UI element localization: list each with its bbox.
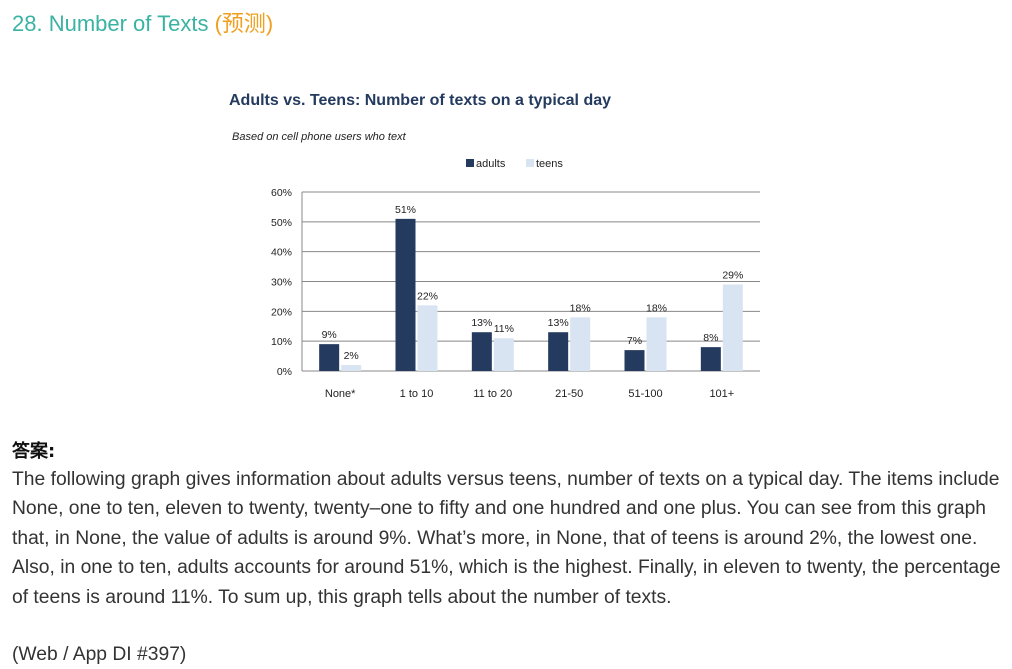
data-label-adults: 8%	[703, 332, 718, 344]
data-label-teens: 2%	[344, 350, 359, 362]
answer-heading: 答案:	[12, 441, 56, 462]
x-axis: None* 1 to 10 11 to 20 21-50 51-100 101+	[325, 388, 734, 400]
bar-teens	[493, 338, 514, 371]
x-tick-label: None*	[325, 388, 356, 400]
bar-teens	[646, 317, 667, 371]
data-label-teens: 29%	[722, 269, 743, 281]
y-tick-label: 20%	[271, 306, 292, 318]
data-label-adults: 13%	[471, 317, 492, 329]
bar-teens	[570, 317, 591, 371]
bar-teens	[417, 305, 438, 371]
data-label-teens: 11%	[494, 323, 514, 335]
y-tick-label: 30%	[271, 277, 292, 289]
chart-title: Adults vs. Teens: Number of texts on a t…	[229, 92, 611, 109]
data-label-adults: 9%	[322, 329, 337, 341]
legend-label-teens: teens	[536, 158, 563, 170]
bar-adults	[471, 332, 492, 371]
legend-swatch-adults	[466, 159, 474, 167]
chart-grid	[301, 191, 760, 372]
bar-adults	[395, 218, 416, 371]
page-title: 28. Number of Texts (预测)	[12, 6, 273, 38]
y-tick-label: 60%	[271, 187, 292, 199]
bar-teens	[722, 284, 743, 371]
x-tick-label: 1 to 10	[400, 388, 434, 400]
legend-label-adults: adults	[476, 158, 506, 170]
bar-teens	[341, 365, 362, 371]
y-tick-label: 10%	[271, 336, 292, 348]
y-tick-label: 40%	[271, 247, 292, 259]
x-tick-label: 11 to 20	[473, 388, 512, 400]
data-label-adults: 13%	[548, 317, 569, 329]
answer-text: The following graph gives information ab…	[12, 469, 1001, 608]
x-tick-label: 51-100	[628, 388, 662, 400]
source-note: (Web / App DI #397)	[12, 644, 187, 665]
y-tick-label: 0%	[277, 366, 292, 378]
bar-adults	[700, 347, 721, 371]
x-tick-label: 101+	[709, 388, 734, 400]
y-axis: 0% 10% 20% 30% 40% 50% 60%	[271, 187, 292, 378]
bar-adults	[624, 350, 645, 371]
bar-adults	[319, 344, 340, 371]
y-tick-label: 50%	[271, 217, 292, 229]
title-tag: (预测)	[214, 11, 274, 36]
chart-legend: adults teens	[466, 158, 563, 170]
data-label-adults: 7%	[627, 335, 642, 347]
data-label-teens: 18%	[646, 302, 667, 314]
chart-bars: 9%2%51%22%13% 11% 13%18%7%18%8%29%	[319, 204, 743, 371]
data-label-teens: 22%	[417, 290, 438, 302]
bar-adults	[548, 332, 569, 371]
chart-subtitle: Based on cell phone users who text	[232, 131, 407, 143]
legend-swatch-teens	[526, 159, 534, 167]
data-label-teens: 18%	[570, 302, 591, 314]
bar-chart: Adults vs. Teens: Number of texts on a t…	[229, 92, 760, 400]
x-tick-label: 21-50	[555, 388, 583, 400]
title-text: 28. Number of Texts	[12, 11, 209, 36]
data-label-adults: 51%	[395, 204, 416, 216]
